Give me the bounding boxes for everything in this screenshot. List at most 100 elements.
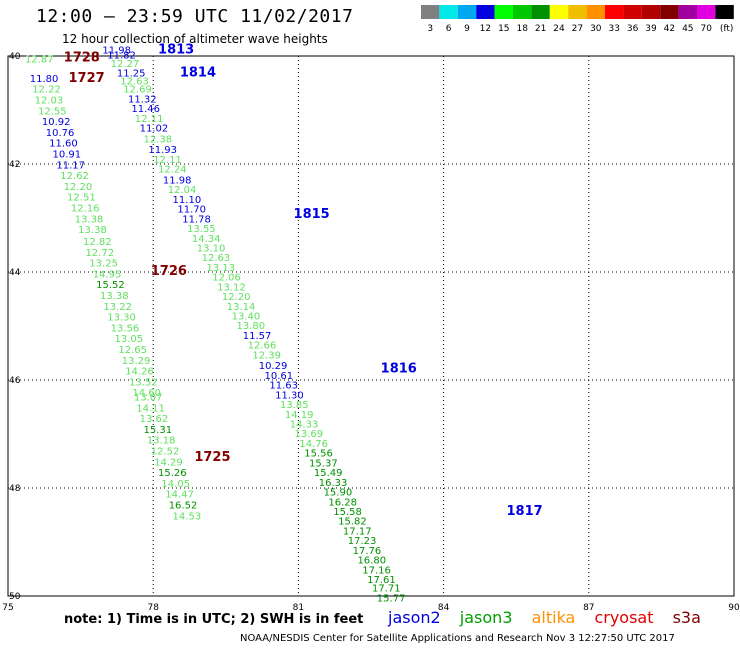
wave-height-value: 13.12 — [217, 282, 246, 293]
pass-number-label: 1814 — [180, 66, 216, 81]
color-scale-label: 27 — [572, 24, 583, 34]
wave-height-value: 14.34 — [192, 234, 221, 245]
wave-height-value: 13.07 — [134, 393, 163, 404]
color-scale-legend: 3 6 9 12 15 18 21 24 27 30 33 36 39 42 45 70 (ft) — [421, 5, 734, 34]
wave-height-value: 12.51 — [67, 193, 96, 204]
wave-height-value: 12.24 — [158, 165, 187, 176]
wave-height-value: 11.30 — [275, 390, 304, 401]
color-scale-label: 15 — [498, 24, 509, 34]
wave-height-value: 17.71 — [372, 584, 401, 595]
chart-subtitle: 12 hour collection of altimeter wave hei… — [62, 32, 328, 46]
wave-height-value: 13.38 — [100, 291, 129, 302]
wave-height-value: 11.80 — [30, 74, 59, 85]
pass-number-label: 1817 — [507, 504, 543, 519]
wave-height-value: 13.22 — [103, 302, 132, 313]
wave-height-value: 13.18 — [147, 436, 176, 447]
satellite-legend-jason2: jason2 — [388, 608, 441, 627]
wave-height-value: 13.85 — [280, 400, 309, 411]
wave-height-value: 12.69 — [123, 85, 152, 96]
wave-height-value: 15.37 — [309, 458, 338, 469]
color-swatch — [476, 5, 495, 19]
plot-frame — [7, 55, 735, 597]
wave-height-value: 16.52 — [169, 501, 198, 512]
color-swatch — [605, 5, 624, 19]
wave-height-value: 11.57 — [243, 331, 272, 342]
wave-height-value: 11.10 — [173, 195, 202, 206]
wave-height-value: 13.05 — [114, 334, 143, 345]
y-tick-label: 44 — [9, 268, 21, 278]
wave-height-value: 14.26 — [125, 367, 154, 378]
x-tick-label: 81 — [293, 603, 304, 613]
y-tick-label: 42 — [9, 160, 20, 170]
color-scale-label: 39 — [645, 24, 657, 34]
color-swatch — [660, 5, 679, 19]
color-swatch — [623, 5, 642, 19]
wave-height-value: 11.63 — [269, 381, 298, 392]
wave-height-value: 15.58 — [333, 507, 362, 518]
wave-height-value: 13.56 — [111, 323, 140, 334]
footer-credit: NOAA/NESDIS Center for Satellite Applica… — [240, 633, 675, 644]
x-tick-label: 84 — [438, 603, 450, 613]
wave-height-value: 13.25 — [89, 259, 118, 270]
wave-height-value: 17.61 — [367, 575, 396, 586]
wave-height-value: 17.17 — [343, 526, 372, 537]
color-scale-label: 70 — [700, 24, 712, 34]
pass-number-label: 1726 — [151, 264, 187, 279]
wave-height-value: 12.22 — [32, 85, 61, 96]
wave-height-value: 16.80 — [357, 556, 386, 567]
y-tick-label: 40 — [9, 52, 21, 62]
pass-number-label: 1728 — [64, 50, 100, 65]
units-note: note: 1) Time is in UTC; 2) SWH is in fe… — [64, 612, 364, 627]
color-swatch — [568, 5, 587, 19]
color-swatch — [421, 5, 440, 19]
wave-height-value: 13.62 — [140, 414, 169, 425]
wave-height-value: 12.55 — [38, 106, 67, 117]
color-swatch — [697, 5, 716, 19]
y-tick-label: 46 — [9, 376, 21, 386]
pass-number-label: 1725 — [194, 450, 230, 465]
wave-height-value: 12.52 — [151, 447, 180, 458]
wave-height-value: 13.14 — [227, 302, 256, 313]
wave-height-value: 12.87 — [25, 54, 54, 65]
color-swatch — [715, 5, 734, 19]
wave-height-value: 14.05 — [161, 479, 190, 490]
wave-height-value: 12.20 — [64, 182, 93, 193]
color-swatch — [678, 5, 697, 19]
wave-height-value: 13.29 — [122, 356, 151, 367]
color-scale-label: (ft) — [720, 24, 734, 34]
wave-height-value: 13.55 — [187, 224, 216, 235]
wave-height-value: 14.76 — [299, 439, 328, 450]
wave-height-value: 12.72 — [85, 248, 114, 259]
color-scale-label: 21 — [535, 24, 546, 34]
wave-height-value: 14.33 — [290, 420, 319, 431]
wave-height-value: 12.82 — [83, 237, 112, 248]
satellite-legend: jason2 jason3 altika cryosat s3a — [388, 608, 715, 627]
wave-height-value: 14.53 — [173, 511, 202, 522]
wave-height-value: 17.16 — [362, 565, 391, 576]
color-scale-label: 42 — [664, 24, 675, 34]
color-scale-label: 45 — [682, 24, 693, 34]
wave-height-value: 17.76 — [353, 546, 382, 557]
color-swatch — [494, 5, 513, 19]
wave-height-value: 12.39 — [252, 350, 281, 361]
wave-height-value: 10.29 — [259, 361, 288, 372]
wave-height-value: 13.69 — [295, 429, 324, 440]
y-tick-label: 50 — [9, 592, 21, 602]
wave-height-value: 16.33 — [319, 478, 348, 489]
wave-height-value: 12.63 — [120, 77, 149, 88]
wave-height-value: 11.46 — [131, 104, 160, 115]
y-tick-label: 48 — [9, 484, 21, 494]
wave-height-value: 13.10 — [197, 243, 226, 254]
wave-height-value: 10.76 — [46, 128, 75, 139]
pass-number-label: 1816 — [381, 361, 417, 376]
satellite-legend-cryosat: cryosat — [594, 608, 654, 627]
wave-height-value: 12.20 — [222, 292, 251, 303]
color-scale-label: 9 — [464, 24, 470, 34]
wave-height-value: 15.82 — [338, 517, 367, 528]
wave-height-value: 15.31 — [144, 425, 173, 436]
wave-height-value: 11.02 — [140, 124, 169, 135]
wave-height-value: 11.82 — [107, 51, 136, 62]
color-swatch — [531, 5, 550, 19]
color-swatch — [586, 5, 605, 19]
